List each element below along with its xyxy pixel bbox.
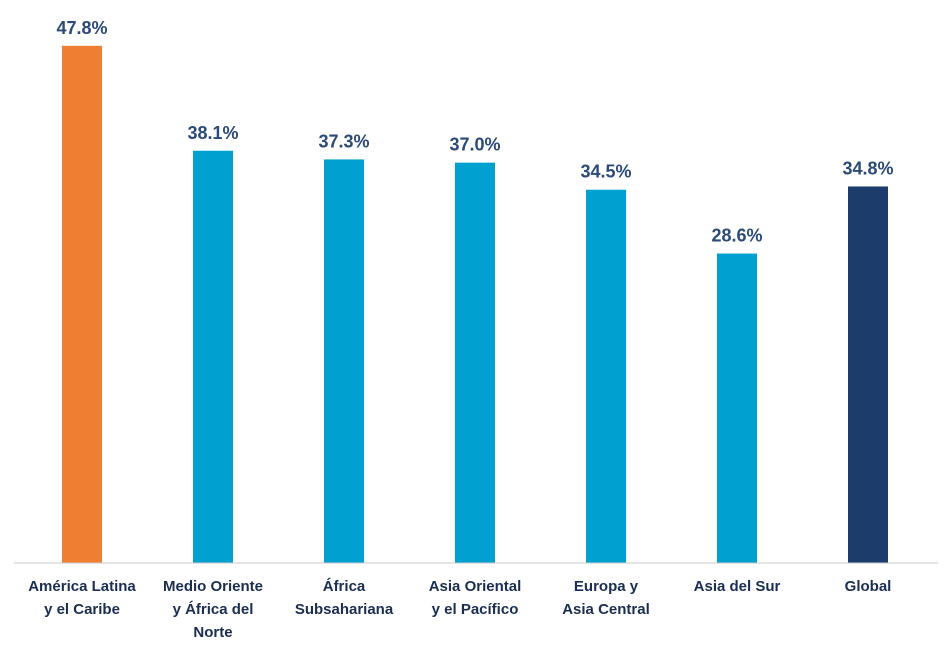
value-label-0: 47.8% — [56, 18, 107, 38]
category-label-1-line-2: Norte — [193, 624, 232, 641]
category-label-1-line-1: y África del — [173, 601, 254, 618]
value-label-2: 37.3% — [318, 131, 369, 151]
bars-group — [62, 45, 888, 564]
bar-1 — [193, 150, 233, 563]
category-label-0-line-1: y el Caribe — [44, 601, 120, 618]
category-label-2-line-1: Subsahariana — [295, 601, 394, 618]
category-label-5-line-0: Asia del Sur — [694, 578, 781, 595]
category-label-3-line-0: Asia Oriental — [429, 578, 522, 595]
category-label-1-line-0: Medio Oriente — [163, 578, 263, 595]
value-label-1: 38.1% — [187, 123, 238, 143]
bar-0 — [62, 45, 102, 563]
bar-6 — [848, 186, 888, 564]
bar-2 — [324, 159, 364, 563]
value-labels-group: 47.8% 38.1% 37.3% 37.0% 34.5% 28.6% 34.8% — [56, 18, 893, 246]
category-label-2-line-0: África — [323, 578, 366, 595]
bar-3 — [455, 162, 495, 563]
category-label-6-line-0: Global — [845, 578, 892, 595]
category-label-0-line-0: América Latina — [28, 578, 136, 595]
value-label-5: 28.6% — [711, 226, 762, 246]
bar-4 — [586, 189, 626, 563]
category-label-4-line-0: Europa y — [574, 578, 639, 595]
value-label-6: 34.8% — [842, 158, 893, 178]
value-label-4: 34.5% — [580, 162, 631, 182]
bar-5 — [717, 253, 757, 563]
category-label-3-line-1: y el Pacífico — [432, 601, 519, 618]
category-label-4-line-1: Asia Central — [562, 601, 650, 618]
category-labels-group: América Latina y el Caribe Medio Oriente y … — [28, 578, 891, 641]
value-label-3: 37.0% — [449, 135, 500, 155]
